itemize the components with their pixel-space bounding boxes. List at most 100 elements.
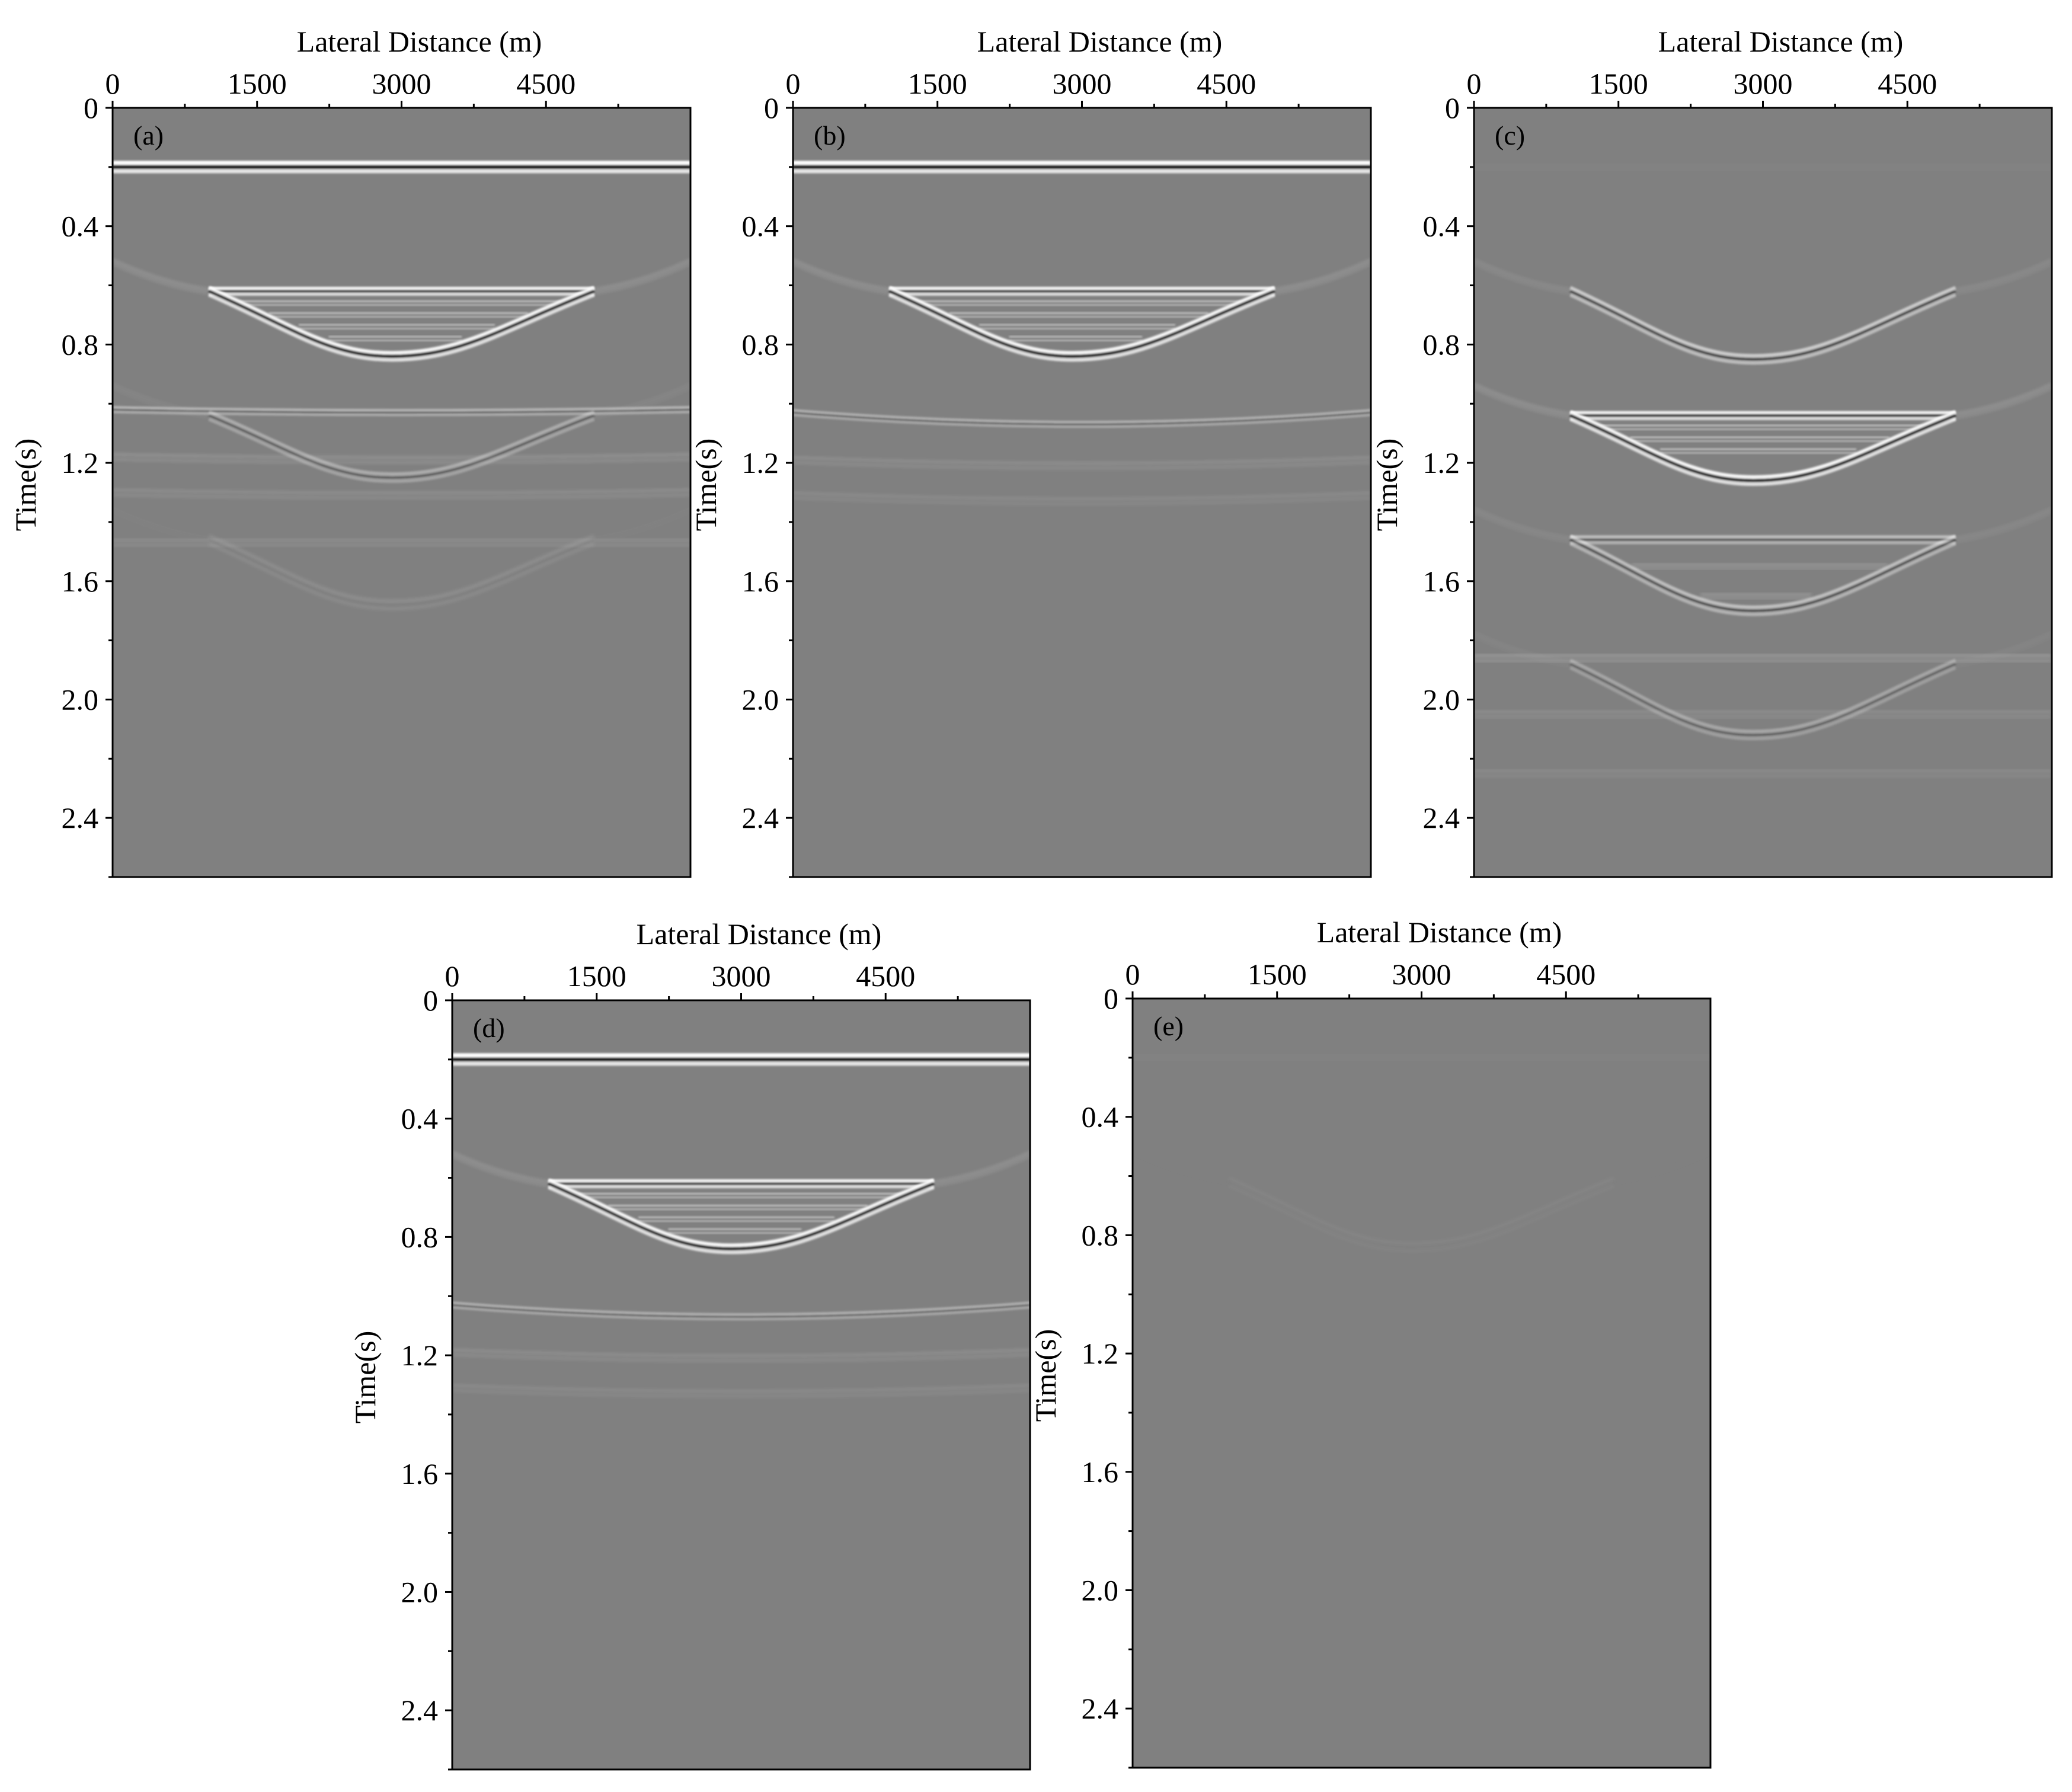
primary-bowl-layer-3 <box>608 1204 868 1210</box>
multiple-bowl-1-layer-1 <box>1570 411 1956 420</box>
y-axis-label: Time(s) <box>9 439 42 532</box>
reflector-2 <box>452 1349 1030 1362</box>
y-tick-label: 0 <box>1104 982 1118 1015</box>
primary-bowl-tail-right <box>594 259 690 295</box>
primary-bowl-tail-left <box>113 259 209 295</box>
reflector-3 <box>113 489 690 499</box>
primary-bowl-tail-right <box>1955 259 2052 295</box>
y-tick-label: 0.8 <box>742 328 779 361</box>
x-tick-label: 0 <box>445 959 460 993</box>
primary-bowl-layer-5 <box>328 335 462 341</box>
y-tick-label: 1.6 <box>742 565 779 598</box>
panel-label: (d) <box>473 1013 505 1043</box>
primary-bowl-layer-5 <box>1009 335 1143 341</box>
primary-bowl-layer-2 <box>919 300 1242 306</box>
multiple-bowl-1-tail-left <box>113 383 209 418</box>
y-tick-label: 2.4 <box>1423 801 1460 834</box>
primary-bowl-tail-right <box>1274 259 1371 295</box>
primary-bowl-layer-4 <box>979 324 1175 329</box>
primary-bowl-curve <box>888 286 1275 362</box>
multiple-bowl-2-tail-right <box>1955 507 2052 543</box>
x-axis-label: Lateral Distance (m) <box>977 25 1223 58</box>
y-tick-label: 2.4 <box>1082 1692 1119 1725</box>
y-tick-label: 1.2 <box>742 446 779 479</box>
x-tick-label: 0 <box>1467 67 1482 100</box>
primary-bowl-layer-1 <box>889 287 1275 296</box>
x-tick-label: 3000 <box>1734 67 1793 100</box>
primary-bowl-layer-3 <box>949 312 1208 318</box>
seismic-events <box>113 161 690 610</box>
y-tick-label: 1.6 <box>62 565 99 598</box>
panel-label: (a) <box>133 120 164 151</box>
y-tick-label: 0.4 <box>1423 210 1460 243</box>
x-tick-label: 4500 <box>516 67 575 100</box>
direct-wave <box>113 161 690 174</box>
y-tick-label: 2.4 <box>401 1694 439 1727</box>
y-tick-label: 1.2 <box>1423 446 1460 479</box>
primary-bowl-layer-2 <box>239 300 561 306</box>
y-axis-label: Time(s) <box>348 1331 382 1424</box>
primary-bowl-curve <box>548 1178 935 1255</box>
primary-bowl-curve <box>208 286 595 362</box>
y-axis-label: Time(s) <box>1029 1329 1062 1422</box>
reflector-1 <box>452 1301 1030 1321</box>
y-tick-label: 0.8 <box>1423 328 1460 361</box>
multiple-bowl-1-tail-left <box>1474 383 1571 418</box>
x-tick-label: 1500 <box>1589 67 1648 100</box>
y-tick-label: 1.2 <box>401 1339 439 1372</box>
seismic-events <box>793 161 1371 505</box>
primary-bowl-curve <box>1228 1176 1615 1249</box>
y-tick-label: 1.6 <box>401 1457 439 1490</box>
x-tick-label: 0 <box>786 67 801 100</box>
multiple-bowl-3-curve <box>1569 658 1956 741</box>
seismic-events <box>1474 164 2052 777</box>
plot-background <box>452 1000 1030 1769</box>
multiple-bowl-1-layer-3 <box>1630 436 1889 442</box>
x-axis-label: Lateral Distance (m) <box>1658 25 1904 58</box>
multiple-bowl-1-tail-right <box>594 383 690 418</box>
direct-wave <box>1133 1055 1710 1059</box>
direct-wave <box>1474 164 2052 170</box>
multiple-bowl-2-layer-2 <box>1632 564 1888 569</box>
y-tick-label: 2.4 <box>62 801 99 834</box>
x-tick-label: 3000 <box>712 959 771 993</box>
primary-bowl-layer-1 <box>548 1179 934 1189</box>
y-tick-label: 1.2 <box>62 446 99 479</box>
y-tick-label: 2.0 <box>1082 1573 1119 1607</box>
multiple-bowl-1-tail-right <box>1955 383 2052 418</box>
multiple-bowl-1-layer-4 <box>1660 448 1856 454</box>
plot-background <box>1474 108 2052 877</box>
x-axis-label: Lateral Distance (m) <box>1317 916 1562 949</box>
multiple-bowl-1-curve <box>208 410 595 484</box>
primary-bowl-layer-4 <box>638 1216 834 1222</box>
seismic-events <box>452 1053 1030 1397</box>
multiple-bowl-2-curve <box>208 535 595 610</box>
primary-bowl-layer-3 <box>268 312 528 318</box>
panel-label: (e) <box>1153 1011 1184 1041</box>
plot-background <box>1133 999 1710 1768</box>
primary-bowl-tail-left <box>793 259 890 295</box>
primary-bowl-curve <box>1569 286 1956 365</box>
x-axis-label: Lateral Distance (m) <box>297 25 542 58</box>
y-tick-label: 0.4 <box>401 1102 439 1135</box>
seismic-panel-c: 0 1500 3000 4500 0 0.4 0.8 1.2 1.6 2.0 2.4 Lateral … <box>1370 25 2053 878</box>
x-axis-label: Lateral Distance (m) <box>637 917 882 951</box>
x-tick-label: 4500 <box>856 959 915 993</box>
x-tick-label: 4500 <box>1197 67 1256 100</box>
reflector-2 <box>113 453 690 464</box>
seismic-panel-a: 0 1500 3000 4500 0 0.4 0.8 1.2 1.6 2.0 2.4 Lateral … <box>9 25 692 878</box>
x-tick-label: 3000 <box>1053 67 1112 100</box>
y-tick-label: 0.4 <box>1082 1100 1119 1134</box>
multiple-bowl-3-tail-left <box>1474 632 1571 667</box>
reflector-4 <box>113 539 690 546</box>
primary-bowl-layer-1 <box>209 287 594 296</box>
x-tick-label: 3000 <box>372 67 431 100</box>
y-tick-label: 0 <box>764 91 779 124</box>
primary-bowl-layer-5 <box>668 1228 802 1234</box>
reflector-1 <box>793 409 1371 428</box>
panel-label: (c) <box>1495 120 1525 151</box>
multiple-bowl-2-curve <box>1569 535 1956 616</box>
y-tick-label: 0 <box>84 91 98 124</box>
y-tick-label: 2.0 <box>401 1575 439 1608</box>
